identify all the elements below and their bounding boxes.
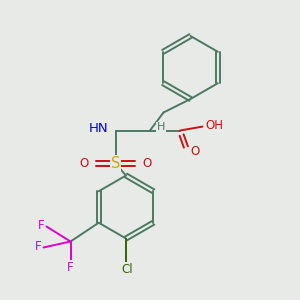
Text: H: H <box>157 122 165 133</box>
Text: O: O <box>80 157 89 170</box>
Text: Cl: Cl <box>122 262 133 276</box>
Text: F: F <box>67 261 74 274</box>
Text: F: F <box>34 240 41 253</box>
Text: OH: OH <box>206 118 224 132</box>
Text: S: S <box>111 156 120 171</box>
Text: O: O <box>190 145 199 158</box>
Text: HN: HN <box>88 122 108 135</box>
Text: F: F <box>38 219 44 232</box>
Text: O: O <box>142 157 151 170</box>
